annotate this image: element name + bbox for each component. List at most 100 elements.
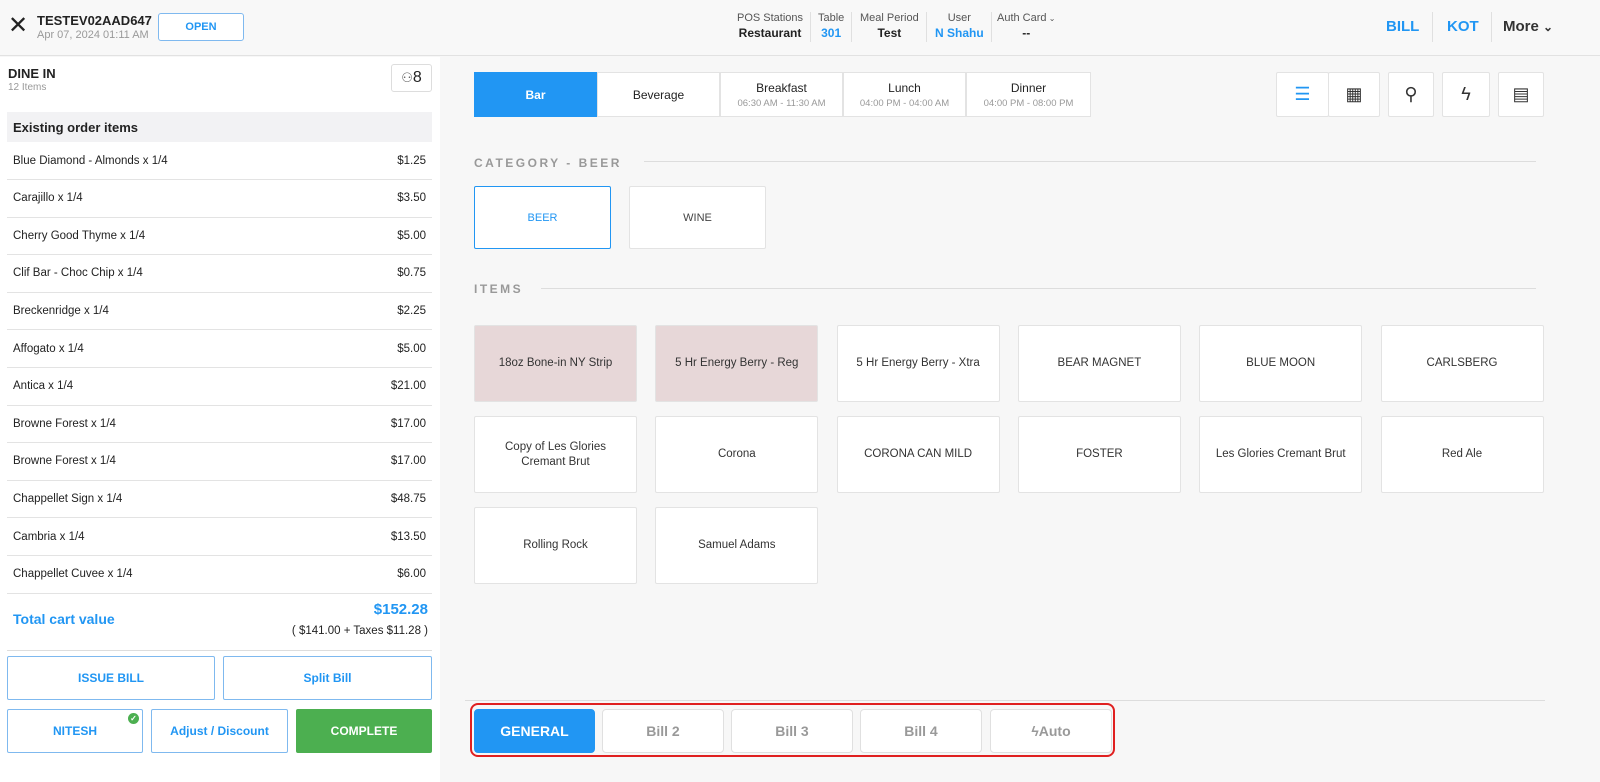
order-item-row[interactable]: Browne Forest x 1/4 $17.00 [7, 405, 432, 444]
nitesh-button[interactable]: NITESH ✓ [7, 709, 143, 753]
menu-item[interactable]: CARLSBERG [1380, 325, 1544, 402]
bill-tab-auto[interactable]: ϟ Auto [990, 709, 1112, 753]
menu-tab-lunch[interactable]: Lunch 04:00 PM - 04:00 AM [843, 72, 966, 117]
bill-tab-bill-2[interactable]: Bill 2 [602, 709, 724, 753]
menu-name: Beverage [632, 87, 685, 102]
menu-item[interactable]: BEAR MAGNET [1017, 325, 1181, 402]
total-value: $152.28 [373, 601, 428, 618]
menu-item[interactable]: Corona [655, 416, 819, 493]
bill-label: Bill 3 [775, 723, 809, 739]
meta-user[interactable]: User N Shahu [928, 12, 992, 42]
order-item-row[interactable]: Breckenridge x 1/4 $2.25 [7, 292, 432, 331]
order-item-row[interactable]: Cambria x 1/4 $13.50 [7, 518, 432, 556]
order-type: DINE IN [8, 66, 56, 81]
item-name: Browne Forest x 1/4 [13, 417, 116, 430]
menu-tab-breakfast[interactable]: Breakfast 06:30 AM - 11:30 AM [720, 72, 843, 117]
order-date: Apr 07, 2024 01:11 AM [37, 29, 149, 41]
more-menu[interactable]: More ⌄ [1503, 18, 1553, 35]
flash-icon[interactable]: ϟ [1442, 72, 1490, 117]
meta-label: Table [818, 12, 845, 24]
calculator-icon[interactable]: ▤ [1498, 72, 1544, 117]
item-name: Antica x 1/4 [13, 380, 74, 393]
split-bill-button[interactable]: Split Bill [223, 656, 432, 700]
meta-value: Restaurant [738, 26, 802, 40]
menu-item[interactable]: Red Ale [1380, 416, 1544, 493]
item-price: $13.50 [390, 530, 426, 543]
bill-button[interactable]: BILL [1386, 18, 1420, 35]
bill-tab-bill-3[interactable]: Bill 3 [731, 709, 853, 753]
meta-label: Auth Card [997, 12, 1047, 24]
order-item-row[interactable]: Browne Forest x 1/4 $17.00 [7, 443, 432, 481]
menu-name: Dinner [1010, 80, 1047, 95]
meta-auth-card[interactable]: Auth Card ⌄ -- [990, 12, 1062, 42]
order-item-row[interactable]: Clif Bar - Choc Chip x 1/4 $0.75 [7, 255, 432, 293]
menu-item[interactable]: Rolling Rock [474, 507, 637, 584]
meta-value: Test [877, 26, 902, 40]
item-price: $1.25 [397, 154, 426, 167]
item-price: $3.50 [397, 192, 426, 205]
meta-value: -- [1022, 26, 1031, 40]
bill-tab-general[interactable]: GENERAL [474, 709, 595, 753]
menu-item[interactable]: BLUE MOON [1199, 325, 1363, 402]
bill-tab-bill-4[interactable]: Bill 4 [860, 709, 982, 753]
category-beer[interactable]: BEER [474, 186, 611, 249]
grid-view-icon[interactable]: ▦ [1328, 72, 1380, 117]
divider [465, 700, 1545, 701]
category-wine[interactable]: WINE [629, 186, 766, 249]
menu-item[interactable]: Copy of Les Glories Cremant Brut [474, 416, 637, 493]
annotation-highlight [470, 703, 1115, 757]
meta-label: POS Stations [737, 12, 804, 24]
close-icon[interactable]: ✕ [8, 12, 29, 39]
person-icon: ⚇ [401, 70, 413, 85]
item-price: $6.00 [397, 568, 426, 581]
item-price: $2.25 [397, 304, 426, 317]
kot-button[interactable]: KOT [1447, 18, 1479, 35]
issue-bill-button[interactable]: ISSUE BILL [7, 656, 215, 700]
order-status-button[interactable]: OPEN [158, 13, 244, 41]
check-circle-icon: ✓ [128, 713, 139, 724]
item-price: $5.00 [397, 229, 426, 242]
menu-tab-bar[interactable]: Bar [474, 72, 597, 117]
order-id: TESTEV02AAD647 [37, 13, 152, 28]
order-item-row[interactable]: Chappellet Cuvee x 1/4 $6.00 [7, 556, 432, 594]
menu-tab-dinner[interactable]: Dinner 04:00 PM - 08:00 PM [966, 72, 1091, 117]
item-name: Blue Diamond - Almonds x 1/4 [13, 154, 168, 167]
section-title: Existing order items [7, 112, 432, 142]
item-name: Clif Bar - Choc Chip x 1/4 [13, 267, 143, 280]
divider [644, 161, 1536, 162]
meta-table[interactable]: Table 301 [811, 12, 853, 42]
menu-name: Lunch [888, 80, 921, 95]
total-label: Total cart value [13, 611, 115, 627]
item-price: $21.00 [390, 380, 426, 393]
total-breakdown: ( $141.00 + Taxes $11.28 ) [291, 625, 428, 637]
order-item-row[interactable]: Chappellet Sign x 1/4 $48.75 [7, 480, 432, 519]
chevron-down-icon: ⌄ [1543, 20, 1554, 34]
item-name: Chappellet Sign x 1/4 [13, 492, 123, 505]
menu-time: 04:00 PM - 08:00 PM [983, 97, 1074, 109]
list-view-icon[interactable]: ☰ [1276, 72, 1329, 117]
item-name: Browne Forest x 1/4 [13, 455, 116, 468]
divider [7, 650, 432, 651]
menu-item[interactable]: Samuel Adams [655, 507, 819, 584]
menu-item[interactable]: 5 Hr Energy Berry - Xtra [836, 325, 1000, 402]
adjust-discount-button[interactable]: Adjust / Discount [151, 709, 288, 753]
menu-item[interactable]: Les Glories Cremant Brut [1199, 416, 1363, 493]
menu-name: Bar [525, 87, 546, 102]
menu-item[interactable]: FOSTER [1017, 416, 1181, 493]
menu-tab-beverage[interactable]: Beverage [597, 72, 720, 117]
guest-count-button[interactable]: ⚇ 8 [391, 64, 432, 92]
divider [541, 288, 1536, 289]
item-name: Chappellet Cuvee x 1/4 [13, 568, 133, 581]
menu-item[interactable]: 5 Hr Energy Berry - Reg [655, 325, 819, 402]
menu-item[interactable]: CORONA CAN MILD [836, 416, 1000, 493]
search-icon[interactable]: ⚲ [1388, 72, 1434, 117]
meta-label: User [947, 12, 971, 24]
order-item-row[interactable]: Cherry Good Thyme x 1/4 $5.00 [7, 217, 432, 256]
order-item-row[interactable]: Antica x 1/4 $21.00 [7, 368, 432, 406]
complete-button[interactable]: COMPLETE [296, 709, 432, 753]
menu-item[interactable]: 18oz Bone-in NY Strip [474, 325, 637, 402]
divider [1491, 12, 1492, 42]
order-item-row[interactable]: Blue Diamond - Almonds x 1/4 $1.25 [7, 142, 432, 180]
order-item-row[interactable]: Carajillo x 1/4 $3.50 [7, 180, 432, 218]
order-item-row[interactable]: Affogato x 1/4 $5.00 [7, 330, 432, 368]
